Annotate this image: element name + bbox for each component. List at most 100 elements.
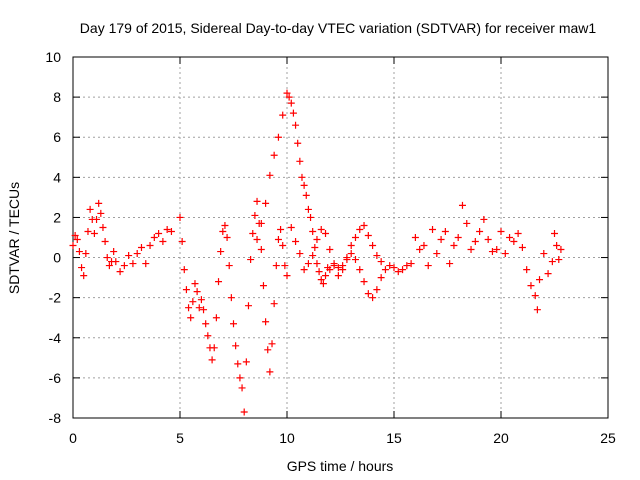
data-point: [416, 246, 424, 254]
data-point: [294, 139, 302, 147]
data-point: [501, 250, 509, 258]
data-point: [219, 227, 227, 235]
data-point: [204, 332, 212, 340]
data-point: [227, 294, 235, 302]
data-point: [497, 227, 505, 235]
data-point: [373, 252, 381, 260]
data-point: [317, 225, 325, 233]
data-points: [69, 89, 565, 416]
chart-title: Day 179 of 2015, Sidereal Day-to-day VTE…: [80, 20, 597, 36]
data-point: [296, 157, 304, 165]
data-point: [221, 221, 229, 229]
data-point: [112, 258, 120, 266]
data-point: [510, 238, 518, 246]
data-point: [78, 264, 86, 272]
x-tick-label: 15: [386, 430, 402, 446]
data-point: [300, 181, 308, 189]
data-point: [441, 227, 449, 235]
data-point: [217, 248, 225, 256]
data-point: [518, 244, 526, 252]
data-point: [133, 250, 141, 258]
data-point: [101, 238, 109, 246]
data-point: [266, 368, 274, 376]
data-point: [259, 282, 267, 290]
data-point: [326, 246, 334, 254]
y-tick-label: 8: [53, 89, 61, 105]
data-point: [182, 286, 190, 294]
data-point: [191, 280, 199, 288]
data-point: [208, 356, 216, 364]
data-point: [523, 266, 531, 274]
data-point: [309, 252, 317, 260]
data-point: [557, 246, 565, 254]
data-point: [334, 272, 342, 280]
data-point: [281, 262, 289, 270]
data-point: [369, 294, 377, 302]
data-point: [488, 248, 496, 256]
data-point: [189, 298, 197, 306]
data-point: [544, 270, 552, 278]
data-point: [437, 236, 445, 244]
x-axis-label: GPS time / hours: [287, 458, 394, 474]
data-point: [377, 258, 385, 266]
data-point: [514, 229, 522, 237]
data-point: [270, 151, 278, 159]
data-point: [311, 244, 319, 252]
data-point: [364, 290, 372, 298]
data-point: [403, 262, 411, 270]
data-point: [125, 252, 133, 260]
data-point: [95, 199, 103, 207]
x-tick-label: 5: [176, 430, 184, 446]
data-point: [71, 231, 79, 239]
data-point: [313, 260, 321, 268]
data-point: [116, 268, 124, 276]
data-point: [424, 262, 432, 270]
y-tick-label: 6: [53, 129, 61, 145]
data-point: [527, 282, 535, 290]
data-point: [292, 121, 300, 129]
data-point: [159, 238, 167, 246]
x-tick-label: 20: [493, 430, 509, 446]
data-point: [351, 256, 359, 264]
data-point: [463, 219, 471, 227]
data-point: [433, 250, 441, 258]
data-point: [467, 246, 475, 254]
data-point: [110, 248, 118, 256]
data-point: [304, 260, 312, 268]
data-point: [471, 238, 479, 246]
data-point: [364, 231, 372, 239]
data-point: [411, 234, 419, 241]
data-point: [232, 342, 240, 350]
data-point: [506, 234, 514, 241]
data-point: [215, 278, 223, 286]
data-point: [298, 173, 306, 181]
data-point: [105, 262, 113, 270]
data-point: [317, 276, 325, 284]
data-point: [285, 93, 293, 101]
data-point: [302, 191, 310, 199]
data-point: [234, 360, 242, 368]
data-point: [450, 242, 458, 250]
data-point: [277, 225, 285, 233]
y-tick-label: -2: [49, 290, 62, 306]
data-point: [257, 219, 265, 227]
data-point: [274, 236, 282, 244]
data-point: [287, 99, 295, 107]
data-point: [399, 266, 407, 274]
data-point: [180, 266, 188, 274]
data-point: [283, 272, 291, 280]
data-point: [150, 234, 158, 241]
data-point: [90, 229, 98, 237]
data-point: [270, 300, 278, 308]
data-point: [167, 227, 175, 235]
data-point: [249, 229, 257, 237]
data-point: [223, 234, 231, 241]
data-point: [225, 262, 233, 270]
data-point: [202, 320, 210, 328]
data-point: [356, 225, 364, 233]
data-point: [82, 250, 90, 258]
grid: [73, 57, 608, 418]
data-point: [268, 340, 276, 348]
y-tick-label: -4: [49, 330, 62, 346]
